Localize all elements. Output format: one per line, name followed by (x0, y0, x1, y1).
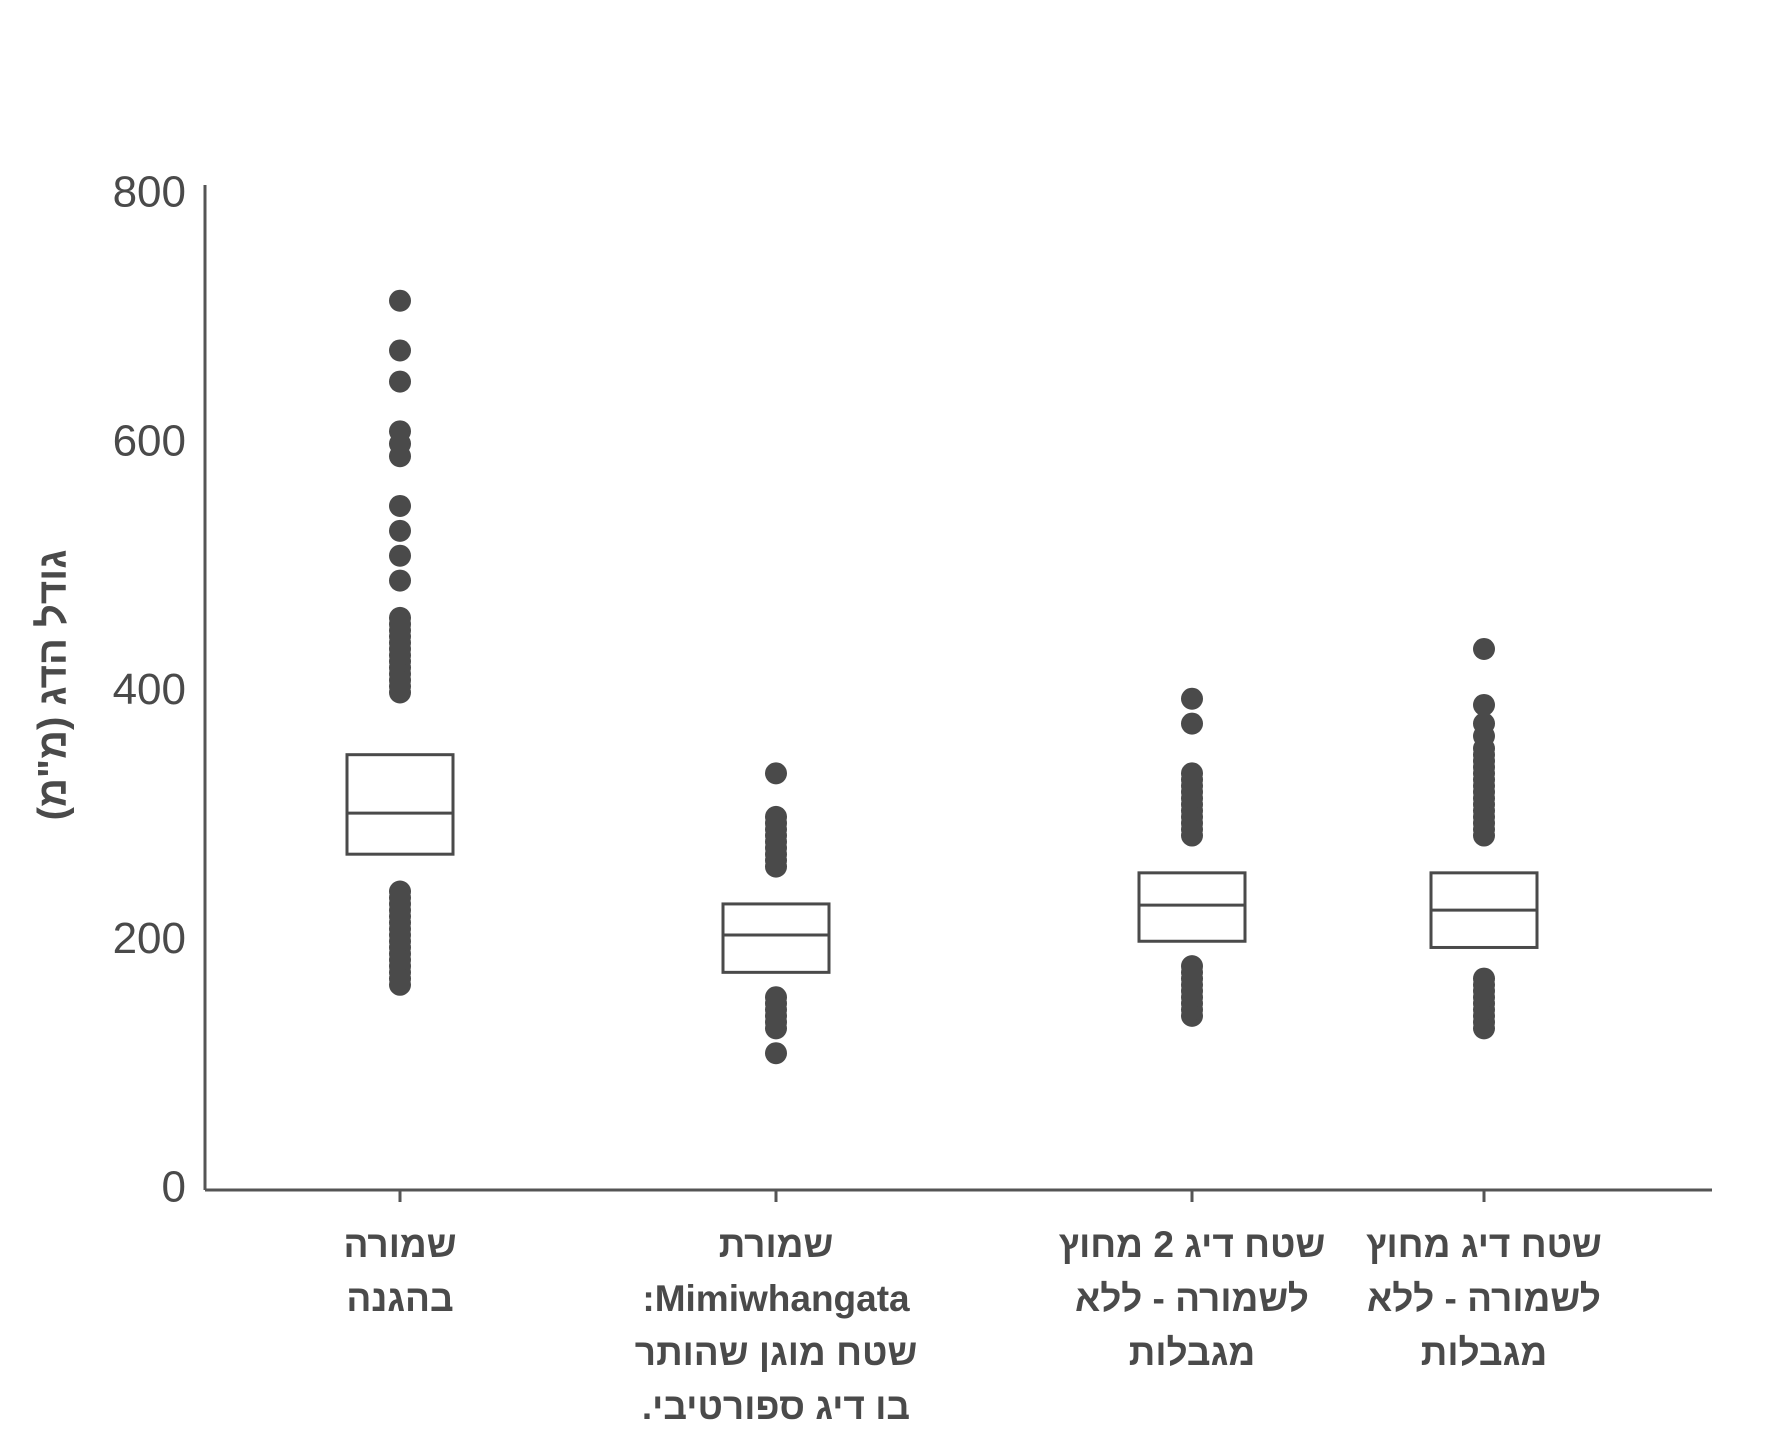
category-label-line: לשמורה - ללא (1367, 1278, 1601, 1319)
category-label-line: שטח מוגן שהותר (635, 1332, 917, 1373)
outlier-point (1473, 712, 1495, 735)
box-group (1137, 687, 1247, 1027)
box-group (345, 289, 455, 996)
y-axis-title: גודל הדג (מ"מ) (31, 550, 75, 821)
category-label-line: מגבלות (1129, 1332, 1255, 1373)
outlier-point (1473, 637, 1495, 660)
iqr-box (1137, 871, 1247, 943)
outlier-point (389, 544, 411, 567)
category-label: שמורת Mimiwhangata: שטח מוגן שהותר בו דיג ס… (635, 1224, 917, 1427)
category-label-line: שטח דיג מחוץ (1366, 1224, 1602, 1265)
outlier-point (389, 289, 411, 312)
y-tick-label: 0 (162, 1163, 186, 1212)
category-label-line: בו דיג ספורטיבי. (642, 1386, 910, 1427)
outlier-point (389, 339, 411, 362)
category-label-line: שמורת (719, 1224, 834, 1265)
iqr-box (345, 753, 455, 856)
category-label-line: לשמורה - ללא (1075, 1278, 1309, 1319)
outlier-point (389, 420, 411, 443)
boxes (345, 289, 1539, 1065)
category-label: שטח דיג 2 מחוץ לשמורה - ללא מגבלות (1059, 1224, 1326, 1373)
category-label-line: שמורה (343, 1224, 456, 1265)
category-label-line: שטח דיג 2 מחוץ (1059, 1224, 1326, 1265)
outlier-point (389, 370, 411, 393)
outlier-point (1473, 967, 1495, 990)
y-tick-label: 600 (113, 416, 186, 465)
iqr-box (721, 902, 831, 974)
category-labels: שמורה בהגנה שמורת Mimiwhangata: שטח מוגן שהו… (343, 1190, 1602, 1427)
outlier-point (389, 606, 411, 629)
category-label-line: מגבלות (1421, 1332, 1547, 1373)
outlier-point (389, 494, 411, 517)
category-label-line: Mimiwhangata: (642, 1278, 910, 1319)
outlier-point (765, 986, 787, 1009)
category-label-line: בהגנה (346, 1278, 453, 1319)
outlier-point (765, 805, 787, 828)
outlier-point (389, 519, 411, 542)
outlier-point (1181, 687, 1203, 710)
box-group (1429, 637, 1539, 1040)
y-ticks: 0 200 400 600 800 (113, 168, 186, 1212)
y-tick-label: 400 (113, 665, 186, 714)
category-label: שטח דיג מחוץ לשמורה - ללא מגבלות (1366, 1224, 1602, 1373)
y-tick-label: 800 (113, 168, 186, 217)
y-tick-label: 200 (113, 914, 186, 963)
box-group (721, 762, 831, 1065)
outlier-point (765, 1042, 787, 1065)
outlier-point (1181, 955, 1203, 978)
outlier-point (389, 569, 411, 592)
outlier-point (1181, 712, 1203, 735)
outlier-point (1181, 762, 1203, 785)
outlier-point (765, 762, 787, 785)
category-label: שמורה בהגנה (343, 1224, 456, 1319)
outlier-point (389, 880, 411, 903)
outlier-point (1473, 693, 1495, 716)
